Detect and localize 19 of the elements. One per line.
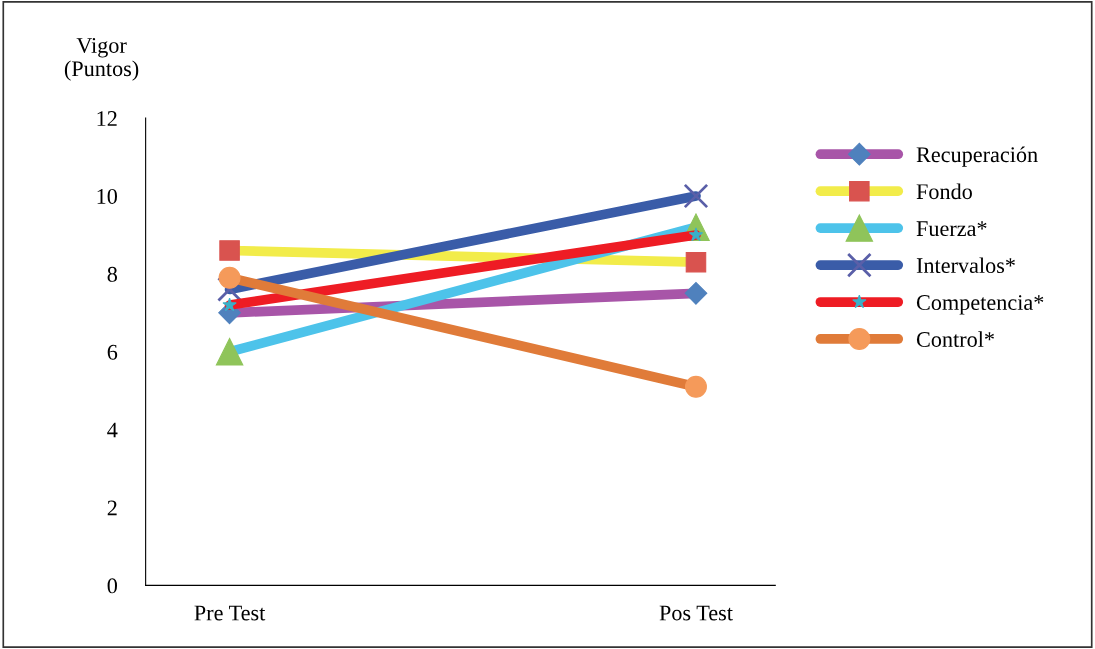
y-axis-title: Vigor (Puntos) bbox=[64, 37, 139, 81]
y-tick-label: 10 bbox=[97, 188, 118, 204]
x-tick-label: Pre Test bbox=[194, 605, 266, 621]
legend-label: Competencia* bbox=[916, 295, 1044, 315]
point bbox=[683, 183, 709, 209]
legend-label: Control* bbox=[916, 331, 994, 347]
y-tick-label: 12 bbox=[97, 111, 117, 126]
point bbox=[685, 375, 707, 398]
y-tick-label: 0 bbox=[107, 578, 118, 594]
legend-label: Fuerza* bbox=[916, 221, 987, 237]
point bbox=[218, 266, 241, 289]
legend-label: Recuperación bbox=[916, 146, 1038, 167]
legend-label: Fondo bbox=[916, 183, 972, 200]
legend-label: Intervalos* bbox=[916, 257, 1015, 274]
x-tick-label: Pos Test bbox=[659, 605, 733, 621]
y-tick-label: 8 bbox=[107, 266, 118, 282]
y-tick-label: 2 bbox=[107, 500, 117, 516]
y-tick-label: 6 bbox=[107, 344, 118, 360]
y-tick-label: 4 bbox=[107, 422, 118, 438]
